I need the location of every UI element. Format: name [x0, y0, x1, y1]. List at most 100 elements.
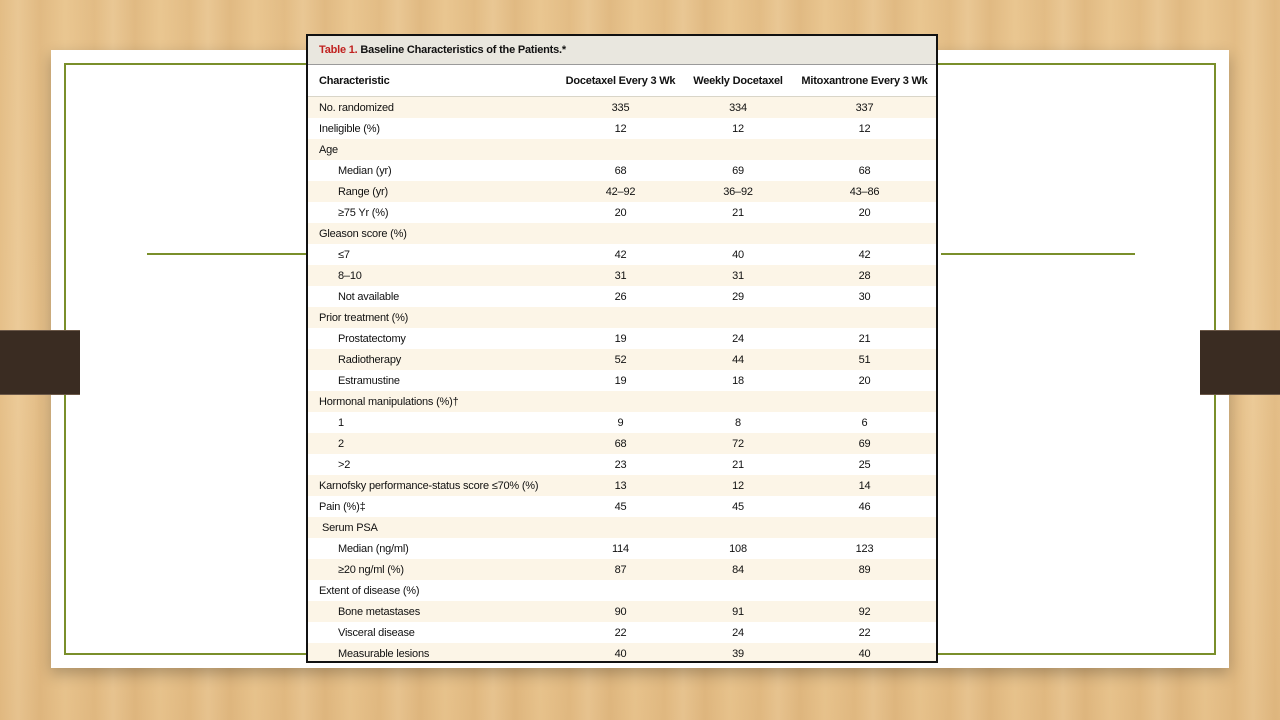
cell-docetaxel-3wk: 23: [558, 454, 683, 475]
table-row: Median (yr) 68 69 68: [308, 160, 936, 181]
cell-mitoxantrone-3wk: 92: [793, 601, 936, 622]
cell-mitoxantrone-3wk: 12: [793, 118, 936, 139]
cell-mitoxantrone-3wk: 89: [793, 559, 936, 580]
cell-weekly-docetaxel: [683, 223, 793, 244]
cell-docetaxel-3wk: [558, 223, 683, 244]
cell-weekly-docetaxel: 91: [683, 601, 793, 622]
cell-mitoxantrone-3wk: [793, 391, 936, 412]
cell-docetaxel-3wk: [558, 517, 683, 538]
cell-weekly-docetaxel: 40: [683, 244, 793, 265]
cell-mitoxantrone-3wk: [793, 139, 936, 160]
cell-docetaxel-3wk: 45: [558, 496, 683, 517]
cell-weekly-docetaxel: 21: [683, 202, 793, 223]
cell-weekly-docetaxel: [683, 517, 793, 538]
table-row: Prostatectomy 19 24 21: [308, 328, 936, 349]
cell-mitoxantrone-3wk: 28: [793, 265, 936, 286]
cell-docetaxel-3wk: 335: [558, 96, 683, 118]
cell-weekly-docetaxel: 24: [683, 622, 793, 643]
cell-mitoxantrone-3wk: 40: [793, 643, 936, 661]
slide-divider-right: [941, 253, 1135, 255]
cell-docetaxel-3wk: 42–92: [558, 181, 683, 202]
cell-weekly-docetaxel: 108: [683, 538, 793, 559]
row-label: Not available: [308, 286, 558, 307]
header-mitoxantrone-3wk: Mitoxantrone Every 3 Wk: [793, 65, 936, 97]
cell-weekly-docetaxel: 24: [683, 328, 793, 349]
cell-weekly-docetaxel: 84: [683, 559, 793, 580]
cell-mitoxantrone-3wk: 46: [793, 496, 936, 517]
cell-docetaxel-3wk: 40: [558, 643, 683, 661]
row-label: Ineligible (%): [308, 118, 558, 139]
cell-docetaxel-3wk: [558, 391, 683, 412]
slide-divider-left: [147, 253, 307, 255]
baseline-characteristics-table: Characteristic Docetaxel Every 3 Wk Week…: [308, 65, 936, 661]
left-side-tab: [0, 330, 80, 395]
cell-weekly-docetaxel: [683, 391, 793, 412]
row-label: Serum PSA: [308, 517, 558, 538]
row-label: No. randomized: [308, 96, 558, 118]
table-row: Hormonal manipulations (%)†: [308, 391, 936, 412]
row-label: Range (yr): [308, 181, 558, 202]
cell-weekly-docetaxel: 8: [683, 412, 793, 433]
table-image: Table 1. Baseline Characteristics of the…: [306, 34, 938, 663]
cell-weekly-docetaxel: 39: [683, 643, 793, 661]
row-label: Visceral disease: [308, 622, 558, 643]
header-weekly-docetaxel: Weekly Docetaxel: [683, 65, 793, 97]
cell-mitoxantrone-3wk: [793, 580, 936, 601]
table-row: Age: [308, 139, 936, 160]
table-row: Gleason score (%): [308, 223, 936, 244]
cell-docetaxel-3wk: 42: [558, 244, 683, 265]
table-row: Radiotherapy 52 44 51: [308, 349, 936, 370]
cell-docetaxel-3wk: 13: [558, 475, 683, 496]
cell-mitoxantrone-3wk: 20: [793, 202, 936, 223]
header-docetaxel-3wk: Docetaxel Every 3 Wk: [558, 65, 683, 97]
table-caption: Baseline Characteristics of the Patients…: [357, 44, 566, 56]
cell-mitoxantrone-3wk: 337: [793, 96, 936, 118]
cell-mitoxantrone-3wk: 14: [793, 475, 936, 496]
table-row: Prior treatment (%): [308, 307, 936, 328]
row-label: Karnofsky performance-status score ≤70% …: [308, 475, 558, 496]
row-label: >2: [308, 454, 558, 475]
cell-weekly-docetaxel: 18: [683, 370, 793, 391]
table-row: ≤7 42 40 42: [308, 244, 936, 265]
cell-weekly-docetaxel: [683, 580, 793, 601]
cell-weekly-docetaxel: 334: [683, 96, 793, 118]
row-label: Prior treatment (%): [308, 307, 558, 328]
cell-docetaxel-3wk: 90: [558, 601, 683, 622]
row-label: Pain (%)‡: [308, 496, 558, 517]
table-row: Estramustine 19 18 20: [308, 370, 936, 391]
cell-docetaxel-3wk: [558, 580, 683, 601]
cell-docetaxel-3wk: 31: [558, 265, 683, 286]
cell-weekly-docetaxel: 44: [683, 349, 793, 370]
cell-mitoxantrone-3wk: 69: [793, 433, 936, 454]
cell-mitoxantrone-3wk: 43–86: [793, 181, 936, 202]
header-characteristic: Characteristic: [308, 65, 558, 97]
row-label: Extent of disease (%): [308, 580, 558, 601]
cell-mitoxantrone-3wk: [793, 517, 936, 538]
cell-mitoxantrone-3wk: 30: [793, 286, 936, 307]
cell-docetaxel-3wk: 20: [558, 202, 683, 223]
row-label: Radiotherapy: [308, 349, 558, 370]
cell-docetaxel-3wk: 68: [558, 433, 683, 454]
table-row: Serum PSA: [308, 517, 936, 538]
table-row: Measurable lesions 40 39 40: [308, 643, 936, 661]
table-row: 8–10 31 31 28: [308, 265, 936, 286]
table-body: No. randomized 335 334 337 Ineligible (%) 12 1…: [308, 96, 936, 661]
table-row: 2 68 72 69: [308, 433, 936, 454]
cell-mitoxantrone-3wk: [793, 223, 936, 244]
cell-weekly-docetaxel: [683, 139, 793, 160]
row-label: Estramustine: [308, 370, 558, 391]
cell-docetaxel-3wk: 26: [558, 286, 683, 307]
cell-docetaxel-3wk: 68: [558, 160, 683, 181]
cell-mitoxantrone-3wk: 68: [793, 160, 936, 181]
cell-weekly-docetaxel: [683, 307, 793, 328]
table-row: Extent of disease (%): [308, 580, 936, 601]
cell-docetaxel-3wk: [558, 139, 683, 160]
table-title: Table 1. Baseline Characteristics of the…: [308, 36, 936, 65]
row-label: Age: [308, 139, 558, 160]
table-row: Range (yr) 42–92 36–92 43–86: [308, 181, 936, 202]
cell-docetaxel-3wk: 19: [558, 328, 683, 349]
table-row: No. randomized 335 334 337: [308, 96, 936, 118]
cell-weekly-docetaxel: 12: [683, 475, 793, 496]
row-label: Gleason score (%): [308, 223, 558, 244]
row-label: Measurable lesions: [308, 643, 558, 661]
